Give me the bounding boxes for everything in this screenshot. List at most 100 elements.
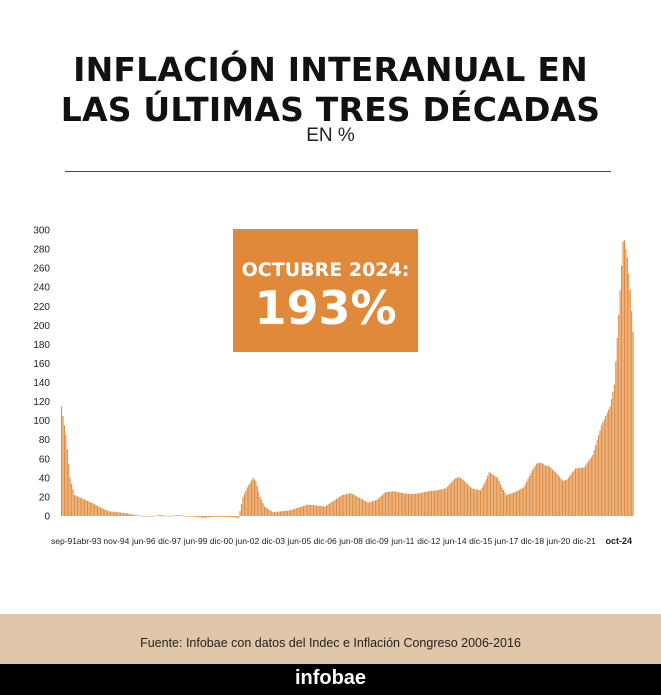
bar — [121, 512, 123, 516]
bar — [577, 468, 579, 516]
bar — [357, 497, 359, 516]
bar — [419, 493, 421, 516]
bar — [219, 516, 221, 517]
bar — [99, 507, 101, 516]
bar — [207, 516, 209, 518]
bar — [606, 412, 608, 516]
bar — [203, 516, 205, 518]
bar — [124, 512, 126, 516]
y-tick-label: 80 — [39, 435, 51, 446]
bar — [546, 465, 548, 516]
bar — [312, 505, 315, 516]
bar — [62, 415, 64, 516]
bar — [210, 516, 212, 518]
bar — [118, 512, 120, 516]
bar — [543, 464, 545, 516]
bar — [261, 500, 263, 516]
bar — [530, 473, 532, 516]
bar — [490, 473, 492, 516]
bar — [63, 425, 65, 516]
y-tick-label: 60 — [39, 454, 51, 465]
bar — [612, 391, 614, 516]
bar — [240, 503, 243, 516]
bar — [153, 515, 155, 517]
bar — [284, 510, 286, 516]
bar — [500, 484, 502, 516]
bar — [76, 496, 78, 516]
bar — [405, 493, 407, 516]
bar — [465, 482, 467, 516]
bar — [485, 479, 487, 516]
bar — [301, 506, 303, 516]
bar — [441, 489, 443, 516]
bar — [285, 510, 287, 516]
bar — [389, 491, 391, 516]
bar — [458, 476, 460, 516]
bar — [451, 482, 453, 516]
bar — [253, 479, 256, 516]
bar — [360, 498, 362, 516]
brand-footer: infobae — [0, 664, 661, 695]
bar — [233, 516, 235, 518]
bars-group — [61, 240, 634, 518]
bar — [563, 480, 565, 516]
bar — [98, 506, 100, 516]
bar — [243, 493, 245, 516]
bar — [331, 501, 333, 516]
bar — [193, 516, 195, 517]
brand-logo: infobae — [294, 667, 367, 689]
bar — [559, 476, 561, 516]
bar — [274, 512, 276, 516]
bar — [373, 500, 375, 516]
bar — [147, 516, 149, 517]
bar — [295, 508, 297, 516]
bar — [235, 516, 237, 518]
bar — [619, 290, 621, 516]
bar — [350, 493, 352, 516]
x-tick-label: dic-00 — [210, 536, 233, 546]
bar — [318, 505, 320, 516]
bar — [187, 516, 189, 517]
bar — [91, 502, 93, 516]
bar — [122, 512, 124, 516]
bar — [354, 495, 356, 516]
bar — [472, 488, 474, 516]
bar — [298, 507, 300, 516]
bar — [292, 509, 294, 516]
bar — [131, 514, 133, 516]
bar — [435, 490, 437, 516]
bar — [249, 482, 251, 516]
bar — [494, 475, 496, 516]
bar — [433, 490, 435, 516]
bar — [171, 515, 173, 517]
bar — [177, 515, 179, 516]
bar — [622, 241, 624, 516]
bar — [102, 508, 104, 516]
bar — [79, 497, 81, 516]
x-tick-label: jun-17 — [494, 536, 519, 546]
bar — [196, 516, 198, 518]
bar — [392, 491, 394, 516]
source-text: Fuente: Infobae con datos del Indec e In… — [140, 636, 521, 650]
bar — [384, 492, 387, 516]
bar — [84, 499, 86, 516]
bar — [400, 492, 402, 516]
bar — [101, 508, 103, 516]
bar — [603, 419, 605, 516]
bar — [66, 449, 68, 516]
bar — [482, 485, 484, 516]
bar — [596, 440, 598, 516]
bar — [395, 491, 397, 516]
bar — [351, 493, 353, 516]
x-tick-label: jun-02 — [235, 536, 260, 546]
bar — [456, 477, 459, 516]
bar — [105, 509, 107, 516]
bar — [599, 430, 601, 516]
x-tick-label: dic-09 — [365, 536, 388, 546]
y-tick-label: 280 — [33, 245, 50, 256]
bar — [81, 498, 83, 516]
bar — [199, 516, 201, 518]
bar — [471, 488, 473, 516]
bar — [562, 480, 564, 516]
bar — [287, 510, 289, 516]
